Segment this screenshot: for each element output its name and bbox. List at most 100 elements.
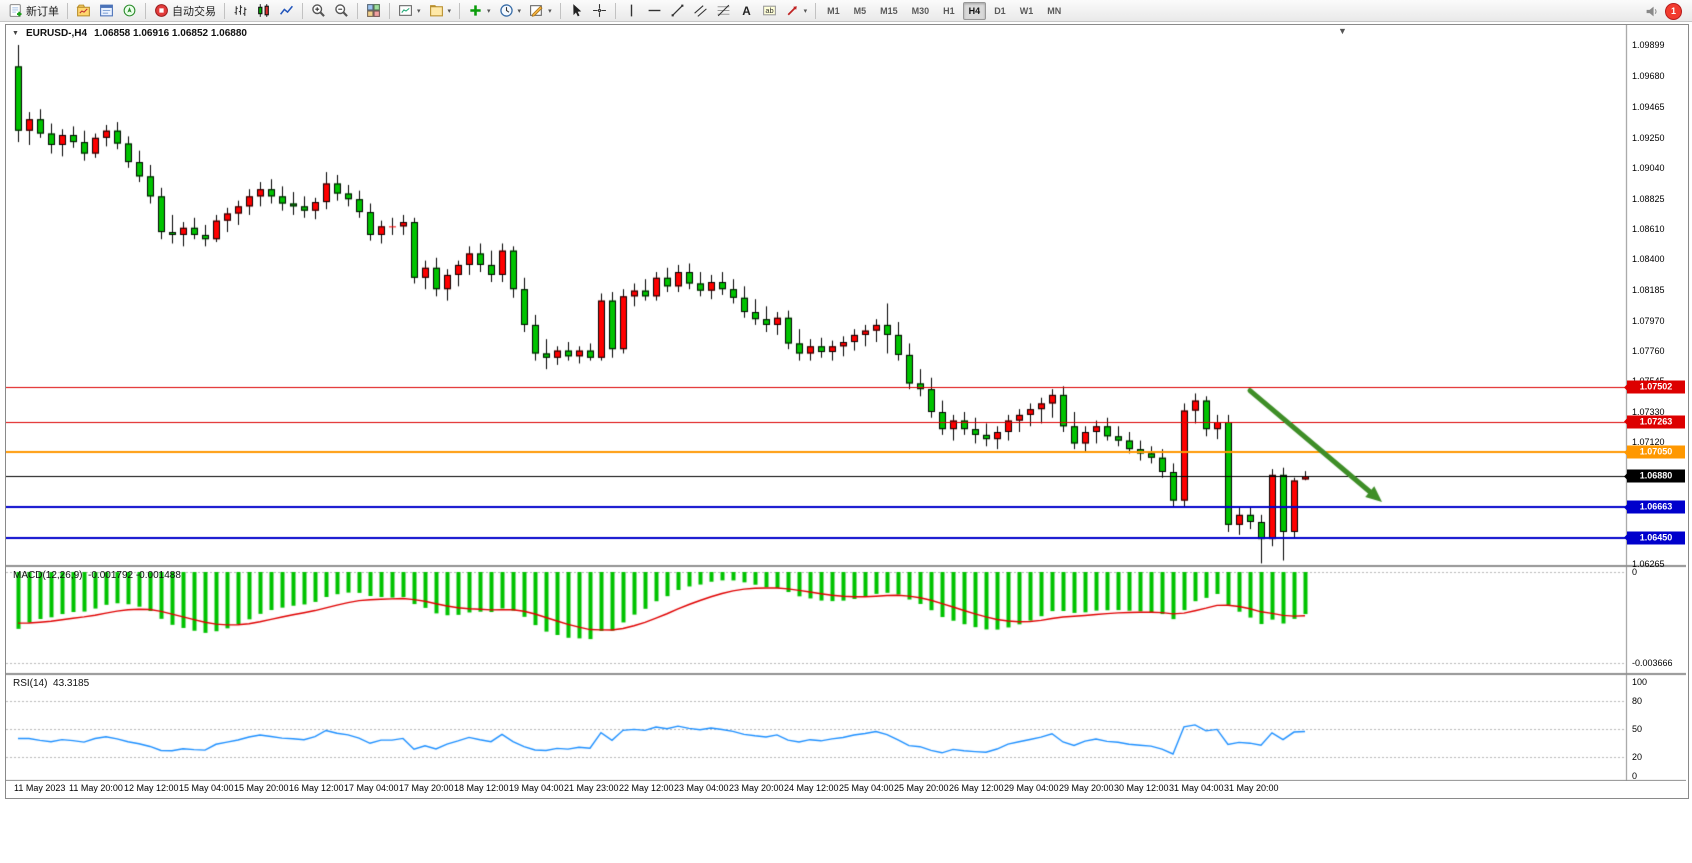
fibonacci-icon	[716, 3, 731, 18]
timeframe-button-h4[interactable]: H4	[962, 1, 987, 20]
new-chart-button[interactable]: ▾	[394, 0, 425, 21]
trendline-icon	[670, 3, 685, 18]
price-line-tag: 1.07263	[1624, 415, 1685, 429]
cursor-icon	[569, 3, 584, 18]
time-axis[interactable]: 11 May 2023 11 May 20:00 12 May 12:00 15 Ma…	[6, 781, 1686, 796]
time-axis-label: 24 May 12:00	[784, 783, 839, 793]
time-axis-label: 18 May 12:00	[454, 783, 509, 793]
price-axis-label: 1.08185	[1632, 284, 1665, 295]
new-order-button[interactable]: 新订单	[4, 0, 63, 21]
timeframe-button-h1[interactable]: H1	[943, 5, 955, 16]
time-axis-label: 11 May 20:00	[69, 783, 123, 793]
text-icon: A	[739, 3, 754, 18]
time-axis-label: 29 May 04:00	[1004, 783, 1059, 793]
new-order-button-label: 新订单	[26, 5, 59, 18]
price-axis-label: 1.07970	[1632, 315, 1665, 326]
price-chart-canvas[interactable]	[6, 25, 1686, 781]
rsi-axis-label: 80	[1632, 695, 1643, 706]
price-axis-label: 1.09465	[1632, 102, 1665, 113]
time-axis-label: 17 May 04:00	[344, 783, 399, 793]
price-axis-label: 1.07330	[1632, 407, 1665, 417]
candlestick-chart-button[interactable]	[252, 0, 275, 21]
macd-axis-label: 0	[1632, 567, 1638, 577]
collapse-panel-button[interactable]: ▼	[12, 30, 19, 37]
new-order-icon	[8, 3, 23, 18]
speaker-icon[interactable]	[1645, 4, 1660, 19]
toolbar-separator	[559, 2, 561, 19]
price-axis-label: 1.08400	[1632, 254, 1665, 265]
time-axis-label: 21 May 23:00	[564, 783, 619, 793]
candle-chart-icon	[256, 3, 271, 18]
channel-icon	[693, 3, 708, 18]
time-axis-label: 25 May 04:00	[839, 783, 894, 793]
timeframe-button-m15[interactable]: M15	[880, 5, 898, 16]
timeframe-button-m5[interactable]: M5	[853, 5, 867, 16]
toolbar-separator	[145, 2, 146, 19]
market-watch-icon	[76, 3, 91, 18]
dropdown-caret-icon: ▾	[803, 7, 808, 15]
vertical-line-button[interactable]	[620, 0, 643, 21]
timeframe-button-w1[interactable]: W1	[1019, 5, 1034, 16]
autotrading-icon	[154, 3, 169, 18]
autotrading-button[interactable]: 自动交易	[150, 0, 220, 21]
cursor-button[interactable]	[565, 0, 588, 21]
indicators-icon	[468, 3, 483, 18]
price-axis-label: 1.09040	[1632, 162, 1665, 173]
toolbar-separator	[389, 2, 390, 19]
hline-icon	[647, 3, 662, 18]
rsi-axis-label: 100	[1632, 677, 1648, 687]
fibonacci-button[interactable]	[712, 0, 735, 21]
zoom-in-button[interactable]	[307, 0, 330, 21]
svg-text:A: A	[742, 5, 751, 18]
price-line-tag: 1.07050	[1624, 445, 1685, 459]
time-axis-label: 22 May 12:00	[619, 783, 674, 793]
text-button[interactable]: A	[735, 0, 758, 21]
market-watch-button[interactable]	[72, 0, 95, 21]
timeframe-button-m1[interactable]: M1	[827, 5, 840, 16]
dropdown-caret-icon: ▾	[447, 7, 452, 15]
periods-button[interactable]: ▾	[495, 0, 526, 21]
time-axis-label: 15 May 20:00	[234, 783, 289, 793]
zoom-out-button[interactable]	[330, 0, 353, 21]
trendline-button[interactable]	[666, 0, 689, 21]
toolbar-separator	[224, 2, 225, 19]
bar-chart-button[interactable]	[229, 0, 252, 21]
horizontal-line-button[interactable]	[643, 0, 666, 21]
chart-shift-marker-icon[interactable]: ▼	[1338, 26, 1347, 36]
timeframe-button-d1[interactable]: D1	[994, 5, 1006, 16]
navigator-button[interactable]	[118, 0, 141, 21]
line-chart-button[interactable]	[275, 0, 298, 21]
time-axis-label: 16 May 12:00	[289, 783, 344, 793]
profiles-button[interactable]: ▾	[425, 0, 456, 21]
time-axis-label: 30 May 12:00	[1114, 783, 1169, 793]
toolbar-separator	[67, 2, 68, 19]
arrows-button[interactable]: ▾	[781, 0, 812, 21]
toolbar-separator	[357, 2, 358, 19]
indicators-button[interactable]: ▾	[464, 0, 495, 21]
text-label-button[interactable]: ab	[758, 0, 781, 21]
time-axis-label: 31 May 20:00	[1224, 783, 1279, 793]
time-axis-label: 19 May 04:00	[509, 783, 564, 793]
equidistant-channel-button[interactable]	[689, 0, 712, 21]
time-axis-label: 23 May 04:00	[674, 783, 729, 793]
price-axis-label: 1.07760	[1632, 345, 1665, 356]
chart-window: ▼ EURUSD-,H4 1.06858 1.06916 1.06852 1.0…	[5, 24, 1689, 799]
timeframe-button-m30[interactable]: M30	[911, 5, 930, 16]
tile-windows-button[interactable]	[362, 0, 385, 21]
notification-badge[interactable]: 1	[1665, 3, 1682, 20]
dropdown-caret-icon: ▾	[517, 7, 522, 15]
timeframe-button-mn[interactable]: MN	[1047, 5, 1062, 16]
zoom-out-icon	[334, 3, 349, 18]
templates-button[interactable]: ▾	[525, 0, 556, 21]
macd-axis-label: -0.003666	[1632, 657, 1673, 668]
time-axis-label: 17 May 20:00	[399, 783, 454, 793]
rsi-axis-label: 20	[1632, 752, 1643, 763]
price-axis-label: 1.09250	[1632, 132, 1665, 143]
periods-icon	[499, 3, 514, 18]
data-window-button[interactable]	[95, 0, 118, 21]
current-price-tag: 1.06880	[1624, 469, 1685, 483]
time-axis-label: 23 May 20:00	[729, 783, 784, 793]
crosshair-button[interactable]	[588, 0, 611, 21]
time-axis-label: 12 May 12:00	[124, 783, 179, 793]
toolbar-separator	[459, 2, 461, 19]
